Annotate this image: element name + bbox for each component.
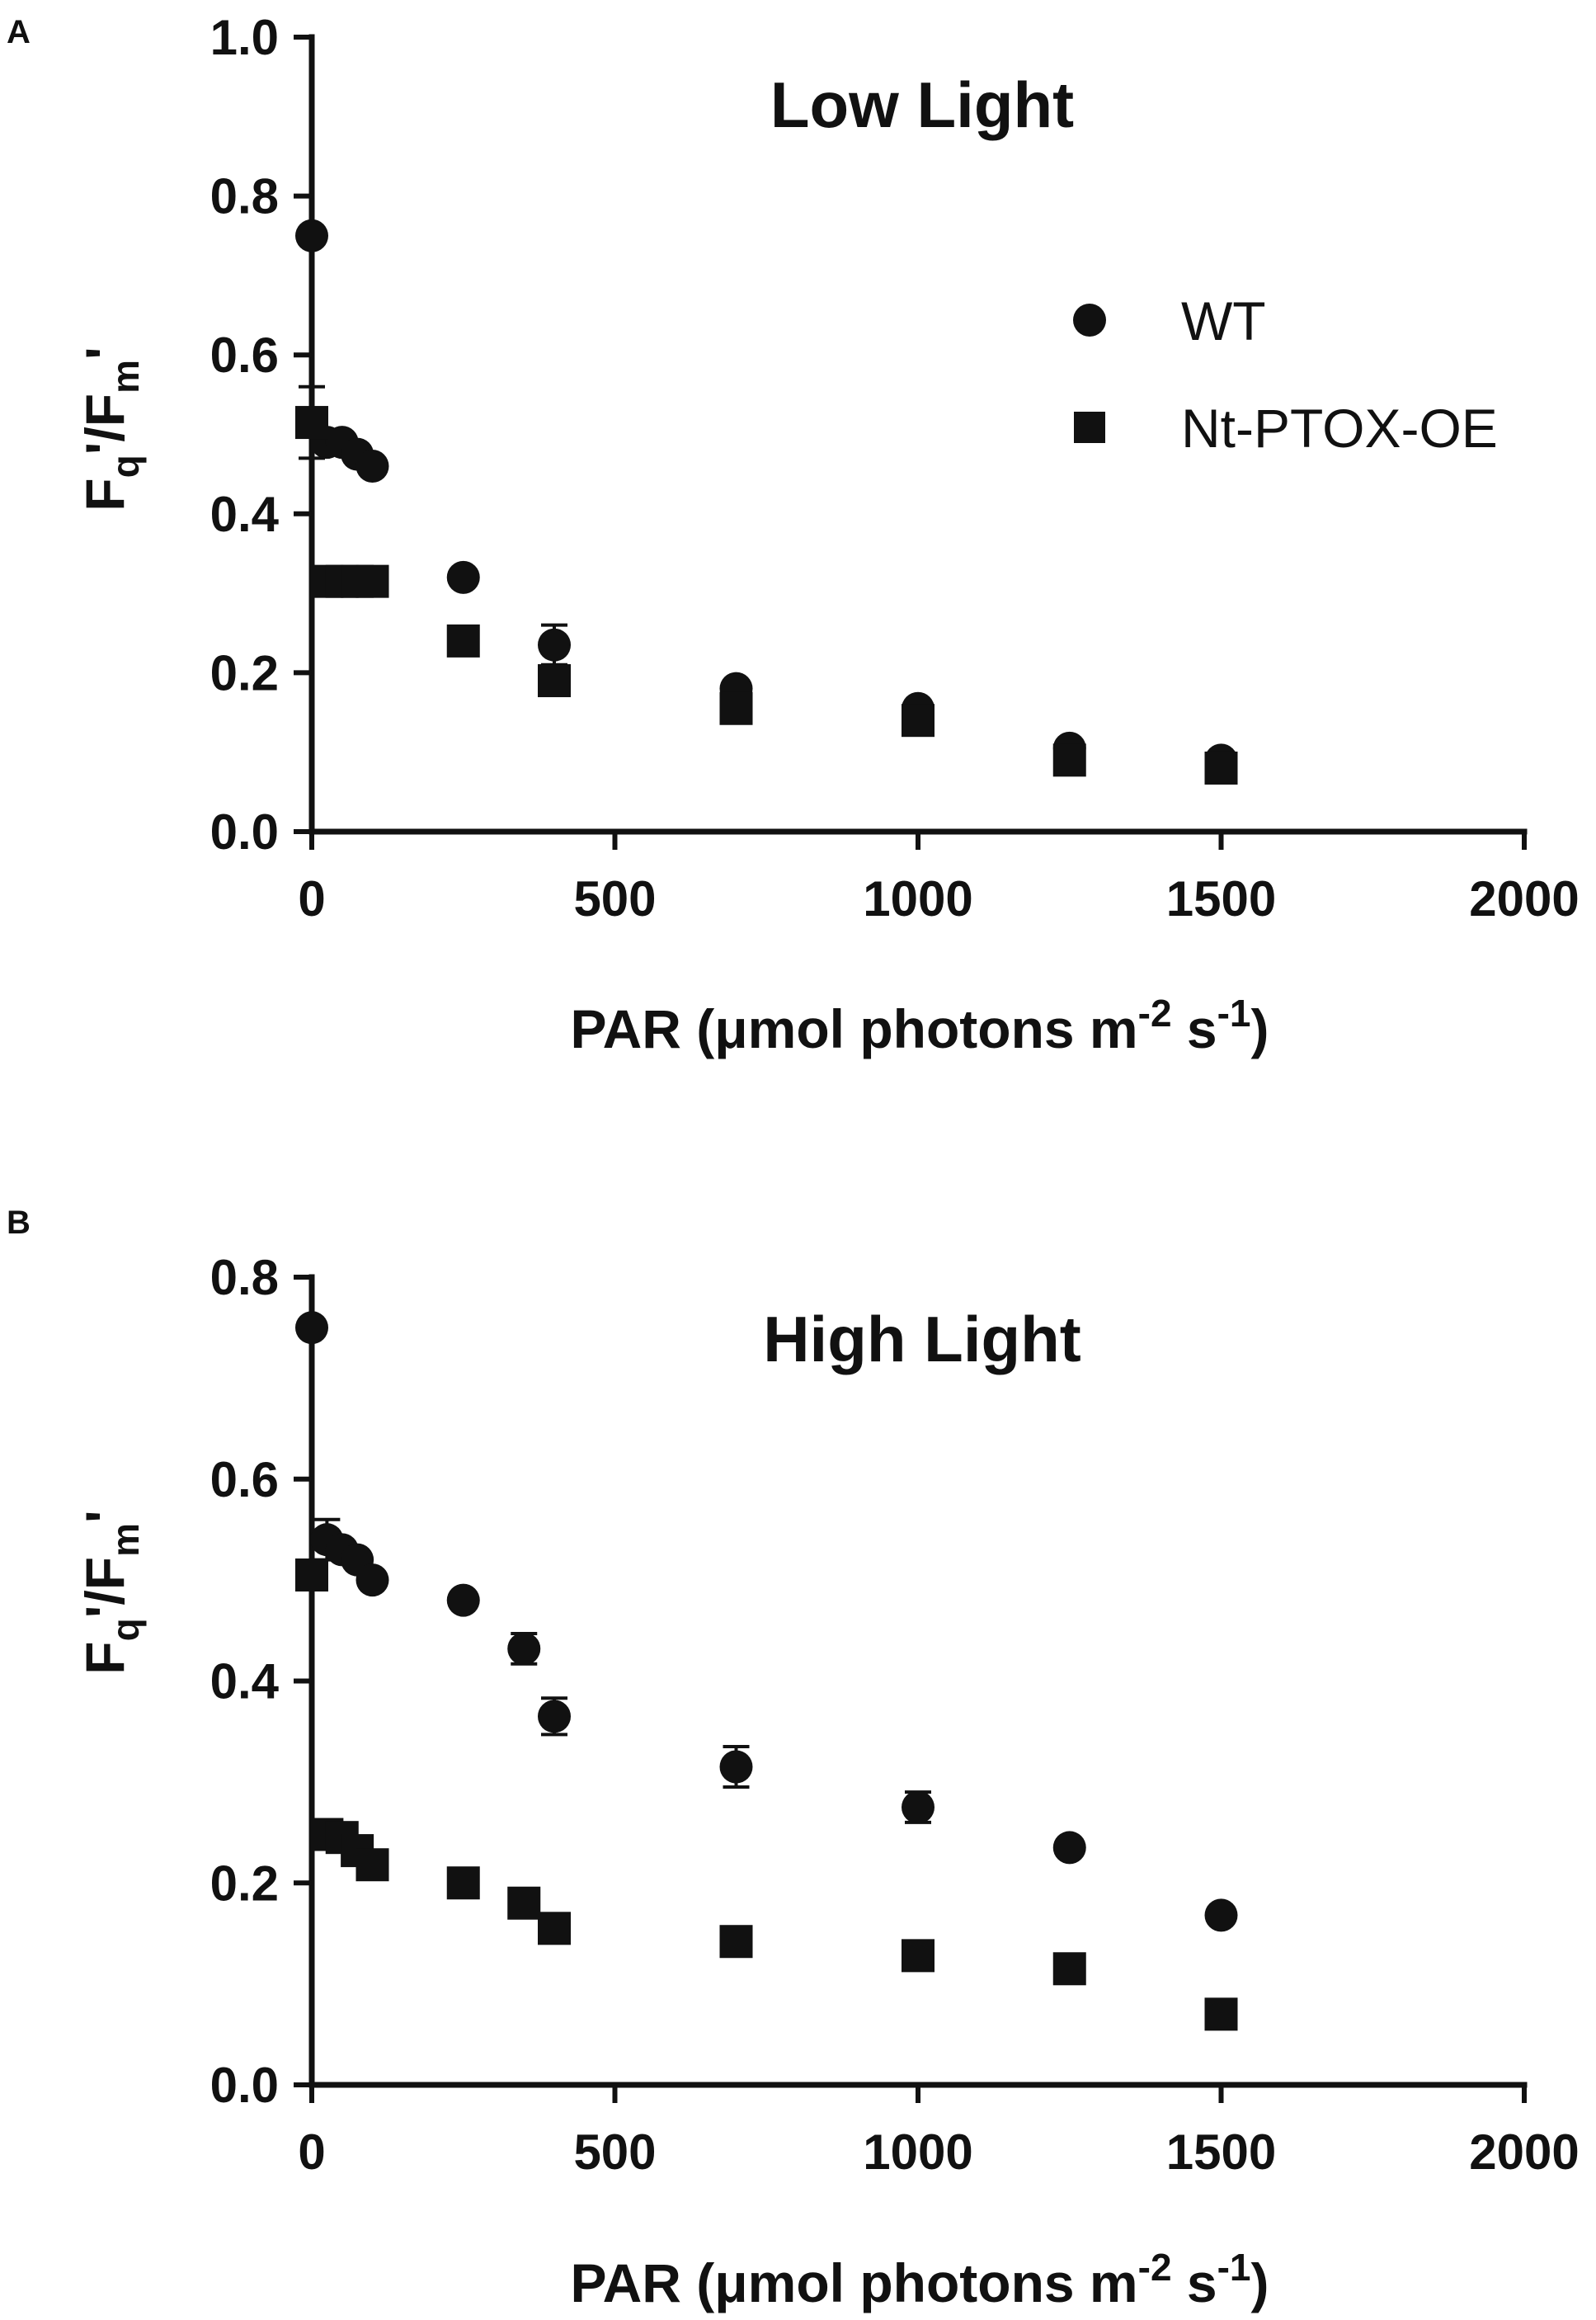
panel-b-x-tick-label: 2000 [1469, 2124, 1579, 2180]
panel-a-y-tick-label: 1.0 [210, 10, 279, 65]
panel-a-y-tick-label: 0.2 [210, 645, 279, 700]
panel-a-point-nt-ptox-oe [719, 691, 753, 725]
panel-a-point-nt-ptox-oe [295, 406, 328, 440]
panel-b-point-nt-ptox-oe [1052, 1952, 1086, 1986]
panel-a-y-tick-label: 0.6 [210, 328, 279, 383]
panel-b-point-wt [446, 1583, 480, 1617]
legend-ptox-label: Nt-PTOX-OE [1181, 398, 1498, 459]
panel-b-point-nt-ptox-oe [902, 1939, 935, 1973]
legend-wt-marker [1073, 304, 1106, 337]
panel-b-point-wt [1052, 1831, 1086, 1865]
panel-a-x-tick-label: 1000 [863, 871, 972, 927]
panel-b-x-axis-title: PAR (μmol photons m-2 s-1) [571, 2246, 1269, 2313]
panel-a-x-tick-label: 2000 [1469, 871, 1579, 927]
panel-a-point-nt-ptox-oe [902, 704, 935, 738]
svg-text:Fq'/Fm': Fq'/Fm' [74, 347, 147, 511]
legend-ptox-marker [1074, 412, 1105, 443]
panel-a-y-tick-label: 0.0 [210, 804, 279, 860]
svg-text:Fq'/Fm': Fq'/Fm' [74, 1510, 147, 1674]
panel-b-point-wt [902, 1790, 935, 1824]
legend-wt-label: WT [1181, 290, 1266, 351]
panel-b-point-nt-ptox-oe [295, 1558, 328, 1592]
panel-a-point-wt [295, 219, 328, 252]
panel-a-x-tick-label: 1500 [1166, 871, 1276, 927]
panel-a-point-nt-ptox-oe [1052, 743, 1086, 777]
panel-b-y-axis-title: Fq'/Fm' [74, 1510, 147, 1674]
panel-a: A Low Light Fq'/Fm' PAR (μmol photons m-… [7, 10, 1580, 1059]
panel-a-x-tick-label: 0 [298, 871, 325, 927]
panel-b-point-nt-ptox-oe [719, 1925, 753, 1959]
panel-b-x-tick-label: 1000 [863, 2124, 972, 2180]
panel-b-letter: B [7, 1205, 31, 1241]
panel-b-y-tick-label: 0.0 [210, 2058, 279, 2113]
panel-b-point-wt [538, 1700, 571, 1733]
panel-a-point-nt-ptox-oe [538, 664, 571, 698]
panel-a-point-wt [355, 450, 389, 483]
panel-b-y-tick-label: 0.4 [210, 1654, 280, 1709]
panel-b-point-wt [295, 1311, 328, 1345]
panel-a-point-nt-ptox-oe [446, 624, 480, 658]
panel-b-y-tick-label: 0.8 [210, 1250, 279, 1305]
panel-b: B High Light Fq'/Fm' PAR (μmol photons m… [7, 1205, 1580, 2313]
panel-b-point-wt [355, 1563, 389, 1597]
panel-b-point-nt-ptox-oe [507, 1886, 541, 1920]
panel-b-x-tick-label: 500 [573, 2124, 656, 2180]
panel-b-y-tick-label: 0.6 [210, 1452, 279, 1507]
panel-b-point-nt-ptox-oe [355, 1848, 389, 1882]
panel-b-point-nt-ptox-oe [538, 1912, 571, 1945]
panel-a-x-axis-title: PAR (μmol photons m-2 s-1) [571, 992, 1269, 1059]
panel-a-y-axis-title: Fq'/Fm' [74, 347, 147, 511]
panel-a-y-tick-label: 0.4 [210, 487, 280, 542]
panel-b-point-nt-ptox-oe [446, 1866, 480, 1900]
panel-b-x-tick-label: 0 [298, 2124, 325, 2180]
panel-a-y-tick-label: 0.8 [210, 169, 279, 224]
panel-a-x-tick-label: 500 [573, 871, 656, 927]
panel-a-point-nt-ptox-oe [1204, 751, 1238, 785]
panel-a-point-wt [446, 560, 480, 594]
panel-b-y-tick-label: 0.2 [210, 1856, 279, 1911]
panel-b-x-tick-label: 1500 [1166, 2124, 1276, 2180]
panel-a-point-wt [538, 628, 571, 662]
panel-b-point-wt [719, 1750, 753, 1784]
panel-b-point-wt [1204, 1898, 1238, 1932]
panel-a-title: Low Light [770, 68, 1074, 141]
panel-b-point-nt-ptox-oe [1204, 1997, 1238, 2031]
legend: WT Nt-PTOX-OE [1073, 290, 1498, 459]
panel-b-point-wt [507, 1632, 541, 1666]
panel-a-letter: A [7, 14, 31, 50]
panel-a-point-nt-ptox-oe [355, 564, 389, 598]
panel-b-title: High Light [763, 1303, 1081, 1375]
